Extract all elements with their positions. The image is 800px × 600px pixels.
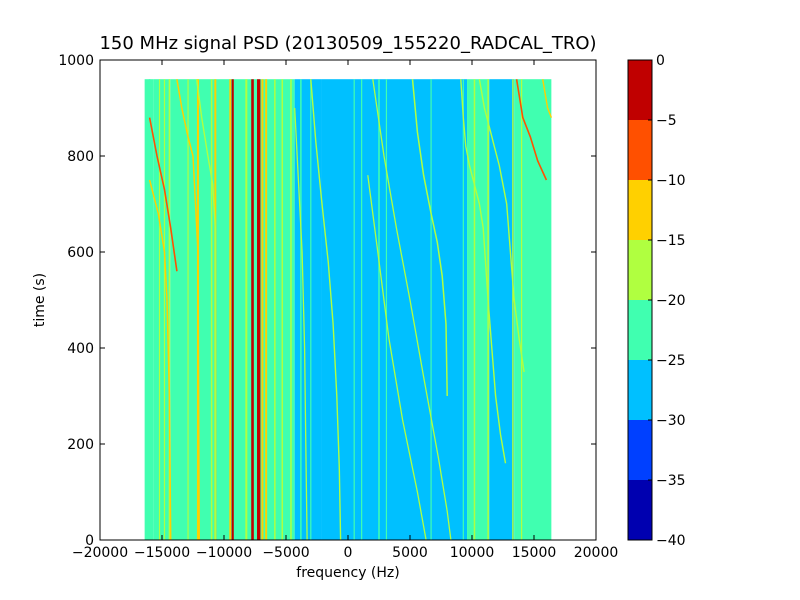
y-axis: 0 200 400 600 800 1000 (58, 53, 596, 549)
colorbar-tick-label: −10 (656, 173, 686, 189)
chart-title: 150 MHz signal PSD (20130509_155220_RADC… (99, 33, 596, 54)
signal-track (148, 117, 178, 272)
colorbar-segment (628, 480, 652, 540)
x-axis-label: frequency (Hz) (296, 565, 399, 581)
colorbar-tick-label: 0 (656, 53, 665, 69)
signal-track (367, 175, 427, 541)
heatmap-band (153, 79, 171, 540)
y-axis-label: time (s) (32, 273, 48, 327)
x-tick-label: 15000 (512, 545, 557, 561)
colorbar-tick-label: −25 (656, 353, 686, 369)
y-tick-label: 400 (67, 341, 94, 357)
signal-tracks (148, 79, 553, 541)
colorbar-tick-label: −40 (656, 533, 686, 549)
signal-track (176, 79, 200, 541)
heatmap-band (321, 79, 468, 540)
y-tick-label: 600 (67, 245, 94, 261)
signal-track (478, 79, 525, 373)
heatmap-band (467, 79, 490, 540)
x-axis: −20000 −15000 −10000 −5000 0 5000 10000 15000 20… (72, 60, 618, 561)
colorbar-tick-label: −5 (656, 113, 677, 129)
heatmap-band (489, 79, 515, 540)
heatmap-band (230, 79, 247, 540)
colorbar-segment (628, 360, 652, 420)
y-tick-label: 1000 (58, 53, 94, 69)
colorbar-tick-label: −35 (656, 473, 686, 489)
x-tick-label: −5000 (262, 545, 309, 561)
signal-track (411, 79, 448, 397)
colorbar-segment (628, 420, 652, 480)
heatmap-band (294, 79, 322, 540)
signal-track (372, 79, 452, 541)
x-tick-label: 20000 (574, 545, 619, 561)
plot-area: −20000 −15000 −10000 −5000 0 5000 10000 15000 20… (58, 53, 618, 561)
colorbar-segment (628, 120, 652, 180)
signal-track (515, 79, 548, 181)
x-tick-label: −20000 (72, 545, 128, 561)
colorbar-segment (628, 60, 652, 120)
x-tick-label: 0 (344, 545, 353, 561)
colorbar: −40 −35 −30 −25 −20 −15 −10 −5 0 (627, 53, 686, 549)
heatmap-band (514, 79, 552, 540)
colorbar-segment (628, 300, 652, 360)
signal-track (196, 79, 216, 540)
signal-track (542, 79, 553, 118)
x-tick-label: 10000 (450, 545, 495, 561)
heatmap-band (266, 79, 295, 540)
colorbar-segment (628, 180, 652, 240)
colorbar-tick-label: −20 (656, 293, 686, 309)
y-tick-label: 0 (85, 533, 94, 549)
signal-track (460, 79, 507, 464)
heatmap (144, 79, 552, 540)
x-tick-label: 5000 (392, 545, 428, 561)
signal-track (148, 179, 172, 541)
heatmap-band (170, 79, 193, 540)
colorbar-tick-label: −30 (656, 413, 686, 429)
colorbar-tick-label: −15 (656, 233, 686, 249)
x-tick-label: −10000 (196, 545, 252, 561)
x-tick-label: −15000 (134, 545, 190, 561)
y-tick-label: 200 (67, 437, 94, 453)
signal-track (294, 107, 308, 541)
y-tick-label: 800 (67, 149, 94, 165)
colorbar-segment (628, 240, 652, 300)
signal-track (310, 79, 342, 541)
